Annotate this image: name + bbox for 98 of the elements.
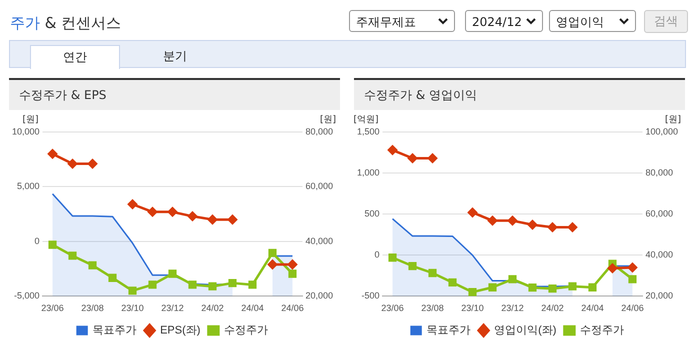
y2-tick-label: 20,000 — [305, 290, 334, 301]
point — [528, 220, 538, 230]
point — [168, 207, 178, 217]
y2-tick-label: 60,000 — [305, 181, 334, 192]
point — [268, 260, 278, 270]
legend-label: 수정주가 — [580, 324, 624, 337]
point — [508, 275, 517, 284]
point — [468, 288, 477, 296]
y2-tick-label: 60,000 — [645, 208, 673, 219]
point — [48, 149, 58, 159]
point — [628, 275, 637, 284]
point — [288, 260, 298, 270]
point — [468, 208, 478, 218]
text: 분기 — [162, 48, 188, 65]
y2-tick-label: 80,000 — [305, 126, 334, 136]
x-tick-label: 23/08 — [421, 303, 444, 314]
point — [528, 284, 537, 292]
legend-label: 목표주가 — [92, 324, 137, 337]
point — [488, 216, 498, 226]
point — [588, 283, 597, 292]
point — [148, 207, 158, 217]
y2-tick-label: 80,000 — [645, 168, 673, 178]
point — [608, 264, 618, 274]
text: 검색 — [644, 10, 688, 33]
text: 주재무제표 — [356, 15, 416, 29]
x-tick-label: 23/08 — [81, 303, 104, 314]
x-tick-label: 24/02 — [541, 303, 564, 314]
point — [128, 200, 138, 209]
y-tick-label: 0 — [374, 250, 380, 260]
x-tick-label: 23/10 — [121, 303, 144, 314]
point — [568, 282, 577, 290]
y-tick-label: 5,000 — [16, 181, 40, 192]
point — [108, 274, 117, 282]
point — [88, 261, 97, 270]
point — [448, 278, 457, 287]
point — [628, 262, 638, 272]
point — [408, 154, 418, 164]
y2-axis-title: [원] — [320, 114, 336, 125]
text: 주가 & 컨센서스 — [10, 14, 122, 33]
text: 2024/12 — [472, 15, 522, 29]
point — [268, 248, 277, 258]
y2-tick-label: 100,000 — [645, 126, 678, 136]
point — [508, 216, 518, 226]
point — [88, 158, 98, 168]
y-axis-title: [원] — [22, 114, 39, 125]
chart-title: 수정주가 & EPS — [9, 78, 340, 110]
point — [208, 214, 218, 224]
text: 연간 — [30, 45, 120, 69]
y-tick-label: -500 — [362, 290, 380, 301]
point — [288, 270, 297, 278]
y2-tick-label: 40,000 — [645, 250, 673, 260]
point — [188, 212, 198, 222]
x-tick-label: 23/12 — [501, 303, 524, 314]
x-tick-label: 23/12 — [161, 303, 184, 314]
point — [148, 280, 157, 289]
point — [248, 280, 257, 289]
point — [428, 154, 438, 164]
point — [428, 268, 437, 278]
point — [168, 270, 177, 278]
y-tick-label: 1,000 — [356, 168, 380, 178]
point — [488, 283, 497, 292]
y-axis-title: [억원] — [353, 114, 379, 125]
point — [548, 284, 557, 293]
x-tick-label: 23/10 — [461, 303, 484, 314]
y2-axis-title: [원] — [664, 114, 681, 125]
point — [68, 252, 77, 260]
point — [388, 254, 397, 262]
point — [568, 222, 578, 232]
point — [228, 214, 238, 224]
y-tick-label: 0 — [34, 236, 40, 246]
y2-tick-label: 40,000 — [305, 236, 334, 246]
point — [128, 286, 137, 295]
chart-title: 수정주가 & 영업이익 — [354, 78, 685, 110]
point — [548, 222, 558, 232]
text: 영업이익 — [556, 15, 604, 29]
y-tick-label: 500 — [364, 208, 380, 219]
point — [68, 158, 78, 168]
x-tick-label: 24/04 — [581, 303, 604, 314]
point — [208, 282, 217, 290]
point — [388, 145, 398, 155]
y-tick-label: 10,000 — [12, 126, 40, 136]
x-tick-label: 24/02 — [201, 303, 224, 314]
legend-label: 영업이익(좌) — [494, 324, 556, 337]
legend-label: 수정주가 — [224, 324, 268, 337]
legend-label: EPS(좌) — [160, 324, 200, 337]
y2-tick-label: 20,000 — [645, 290, 673, 301]
point — [408, 262, 417, 270]
point — [48, 240, 57, 249]
y-tick-label: 1,500 — [356, 126, 380, 136]
x-tick-label: 24/04 — [241, 303, 264, 314]
y-tick-label: -5,000 — [14, 290, 40, 301]
point — [188, 280, 197, 289]
x-tick-label: 23/06 — [41, 303, 64, 314]
x-tick-label: 23/06 — [381, 303, 404, 314]
point — [228, 278, 237, 288]
x-tick-label: 24/06 — [621, 303, 644, 314]
legend-label: 목표주가 — [426, 324, 471, 337]
x-tick-label: 24/06 — [281, 303, 304, 314]
